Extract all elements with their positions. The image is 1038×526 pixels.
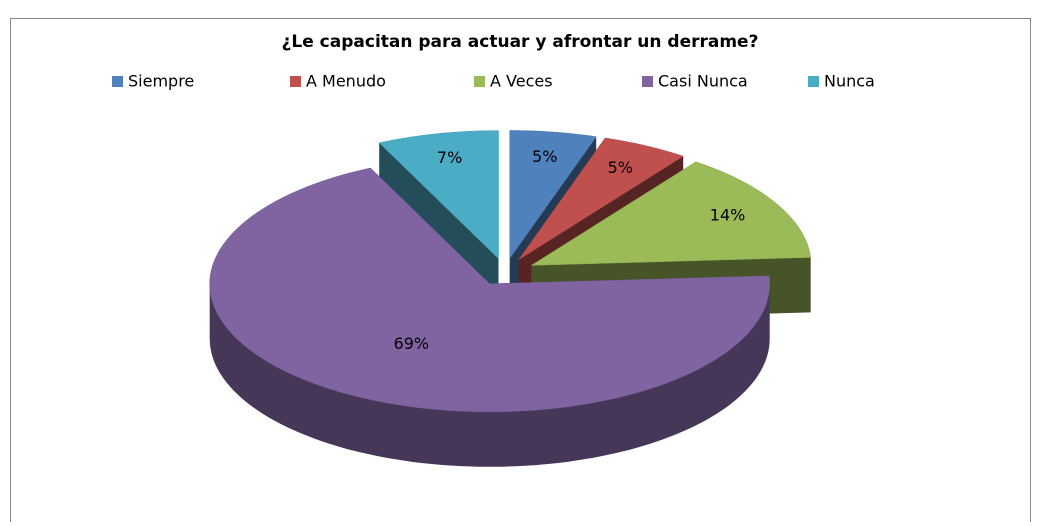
data-label: 5%: [608, 158, 633, 177]
legend-swatch: [290, 76, 301, 87]
pie: 5% 5% 14% 69% 7%: [209, 130, 811, 467]
data-label: 14%: [710, 206, 746, 225]
chart-title: ¿Le capacitan para actuar y afrontar un …: [282, 32, 759, 52]
legend-label: Casi Nunca: [658, 72, 748, 91]
legend-label: Siempre: [128, 72, 194, 91]
legend-swatch: [474, 76, 485, 87]
chart-border: [10, 18, 1031, 522]
pie-slice: [209, 167, 770, 413]
legend-swatch: [808, 76, 819, 87]
legend: Siempre A Menudo A Veces Casi Nunca Nunca: [112, 72, 875, 91]
pie-slice: [378, 130, 499, 260]
legend-swatch: [112, 76, 123, 87]
data-label: 7%: [437, 148, 462, 167]
legend-label: Nunca: [824, 72, 875, 91]
data-label: 5%: [532, 147, 557, 166]
data-label: 69%: [394, 334, 430, 353]
legend-swatch: [642, 76, 653, 87]
legend-label: A Menudo: [306, 72, 386, 91]
pie-slice: [530, 161, 811, 266]
pie-slice: [509, 130, 597, 260]
outer-wall: [209, 283, 770, 467]
legend-label: A Veces: [490, 72, 553, 91]
pie-slice: [518, 137, 684, 261]
